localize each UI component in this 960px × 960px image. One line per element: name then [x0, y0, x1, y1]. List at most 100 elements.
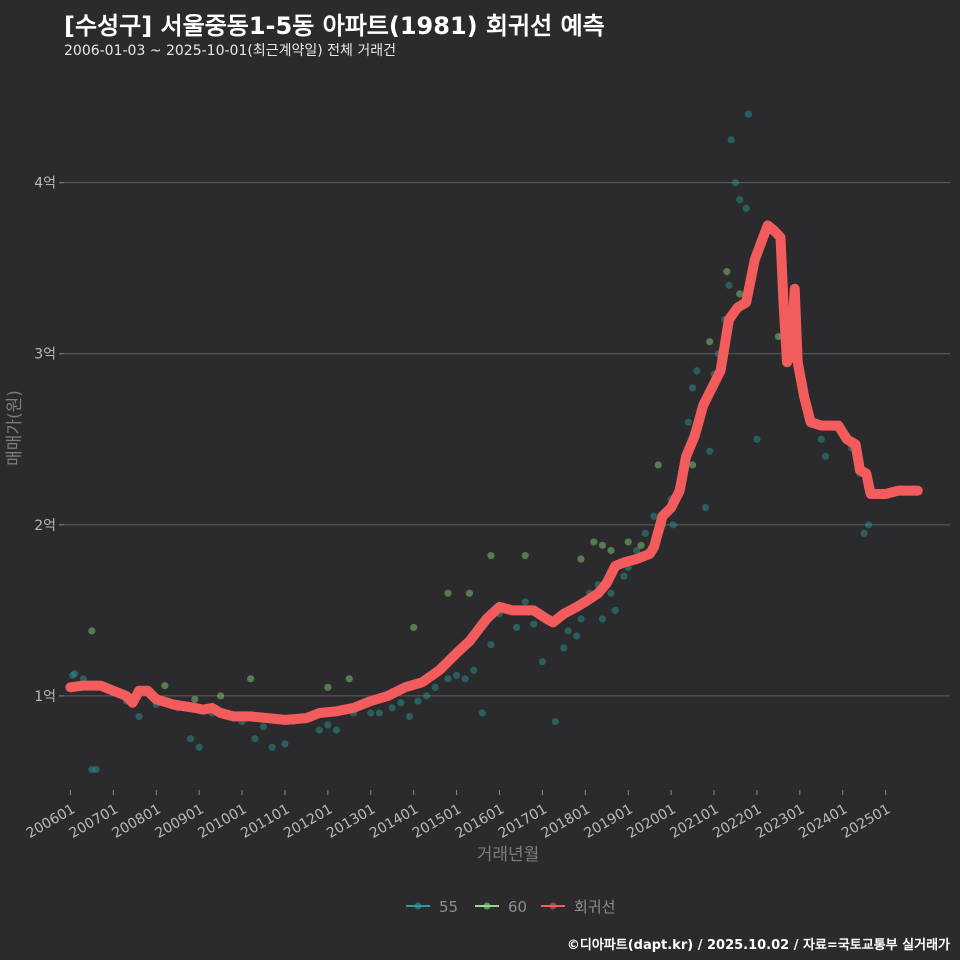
data-point-60 — [706, 338, 714, 346]
data-point-55 — [444, 675, 452, 683]
data-point-60 — [654, 461, 662, 469]
y-axis: 1억 2억 3억 4억 — [34, 176, 64, 705]
data-point-55 — [414, 697, 422, 705]
data-point-55 — [701, 504, 710, 512]
x-tick-label: 200801 — [110, 801, 164, 842]
data-point-60 — [345, 675, 353, 683]
x-tick-label: 201501 — [410, 801, 464, 842]
data-point-55 — [607, 589, 615, 597]
x-tick-label: 202201 — [710, 801, 764, 842]
chart-subtitle: 2006-01-03 ~ 2025-10-01(최근계약일) 전체 거래건 — [64, 43, 396, 59]
data-point-55 — [598, 615, 607, 623]
x-tick-label: 201301 — [324, 801, 378, 842]
data-point-60 — [688, 461, 697, 469]
y-tick-label: 2억 — [34, 518, 56, 534]
data-point-55 — [725, 281, 733, 289]
data-point-55 — [669, 521, 677, 529]
data-point-60 — [161, 682, 169, 690]
x-tick-label: 201601 — [453, 801, 507, 842]
data-point-55 — [611, 606, 619, 614]
x-tick-label: 201201 — [281, 801, 335, 842]
data-point-55 — [68, 671, 77, 679]
x-tick-label: 202101 — [667, 801, 721, 842]
data-point-55 — [259, 723, 268, 731]
data-point-55 — [684, 418, 692, 426]
data-point-55 — [268, 743, 276, 751]
data-point-55 — [744, 110, 752, 118]
data-point-60 — [774, 333, 782, 341]
x-tick-label: 201901 — [582, 801, 636, 842]
data-point-55 — [560, 644, 568, 652]
x-tick-label: 200701 — [67, 801, 121, 842]
data-point-60 — [444, 589, 452, 597]
data-point-55 — [422, 692, 431, 700]
data-point-60 — [465, 589, 474, 597]
regression-line-group — [65, 220, 923, 725]
data-point-55 — [742, 204, 750, 212]
data-point-60 — [598, 541, 607, 549]
data-point-55 — [688, 384, 697, 392]
x-tick-label: 200901 — [152, 801, 206, 842]
data-point-60 — [736, 290, 744, 298]
data-point-55 — [92, 765, 100, 774]
data-point-55 — [551, 717, 559, 726]
legend-key-dot — [549, 902, 557, 910]
legend-label: 60 — [508, 898, 527, 916]
data-point-60 — [723, 268, 731, 276]
y-tick-label: 4억 — [34, 176, 56, 192]
data-point-60 — [590, 538, 598, 546]
data-point-55 — [573, 632, 581, 640]
data-point-55 — [693, 367, 701, 375]
x-tick-label: 200601 — [24, 801, 78, 842]
data-point-55 — [324, 721, 332, 729]
data-point-55 — [388, 704, 396, 712]
data-point-55 — [530, 620, 538, 628]
data-point-60 — [410, 623, 418, 632]
data-point-55 — [478, 709, 486, 717]
data-point-55 — [731, 179, 740, 187]
data-point-55 — [281, 740, 289, 748]
x-tick-label: 202501 — [839, 801, 893, 842]
data-point-60 — [487, 552, 495, 560]
regression-line — [65, 220, 923, 725]
data-point-55 — [706, 447, 714, 455]
data-point-55 — [135, 712, 143, 721]
data-point-55 — [452, 671, 461, 679]
data-point-55 — [251, 735, 259, 743]
data-point-55 — [641, 529, 649, 537]
data-point-60 — [88, 627, 96, 635]
data-point-55 — [461, 675, 469, 683]
footer-credit: ©디아파트(dapt.kr) / 2025.10.02 / 자료=국토교통부 실… — [566, 938, 950, 953]
x-axis: 2006012007012008012009012010012011012012… — [24, 790, 893, 842]
data-point-55 — [367, 709, 375, 717]
data-point-55 — [315, 726, 323, 734]
legend-key-dot — [483, 902, 491, 910]
data-point-55 — [513, 623, 521, 632]
x-tick-label: 202401 — [796, 801, 850, 842]
legend-label: 회귀선 — [574, 898, 615, 916]
data-point-60 — [577, 555, 585, 563]
data-point-55 — [79, 675, 87, 683]
data-point-55 — [332, 726, 341, 734]
data-point-55 — [633, 546, 641, 555]
grid-lines — [64, 182, 950, 697]
data-point-55 — [620, 572, 628, 580]
data-point-55 — [375, 709, 383, 717]
x-tick-label: 201801 — [539, 801, 593, 842]
data-point-55 — [195, 743, 203, 751]
x-tick-label: 202301 — [753, 801, 807, 842]
legend: 55 60 회귀선 — [406, 898, 615, 916]
data-point-55 — [650, 512, 658, 520]
data-point-55 — [564, 627, 572, 635]
data-point-55 — [186, 735, 195, 743]
legend-key-dot — [414, 902, 422, 910]
y-tick-label: 3억 — [34, 347, 56, 363]
data-point-55 — [521, 598, 529, 606]
data-point-55 — [817, 435, 825, 443]
data-point-55 — [727, 136, 735, 144]
data-point-55 — [864, 521, 873, 529]
x-tick-label: 201701 — [496, 801, 550, 842]
x-tick-label: 201401 — [367, 801, 421, 842]
data-point-60 — [521, 552, 529, 560]
